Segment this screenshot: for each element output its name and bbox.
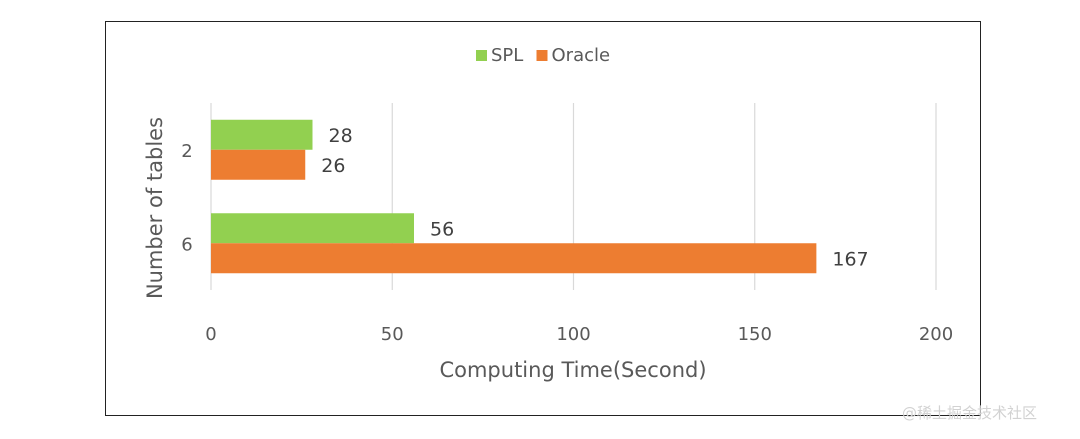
y-tick-label: 6 (181, 234, 192, 255)
legend-label: SPL (491, 45, 523, 66)
x-axis-title: Computing Time(Second) (439, 358, 706, 382)
data-label: 26 (321, 155, 345, 177)
x-tick-label: 0 (205, 324, 216, 345)
x-tick-label: 200 (919, 324, 953, 345)
legend-label: Oracle (552, 45, 611, 66)
legend-item-spl: SPL (476, 45, 523, 66)
bars (211, 119, 817, 274)
x-tick-label: 50 (381, 324, 404, 345)
bar-spl-6 (211, 213, 414, 244)
watermark: @稀土掘金技术社区 (902, 404, 1038, 422)
data-label: 28 (329, 125, 353, 147)
data-labels: 28 26 56 167 (321, 125, 868, 271)
bar-oracle-6 (211, 243, 817, 274)
x-tick-label: 150 (738, 324, 772, 345)
legend: SPL Oracle (476, 45, 610, 66)
legend-swatch (536, 50, 548, 61)
legend-swatch (476, 50, 487, 61)
bar-oracle-2 (211, 149, 306, 180)
bar-spl-2 (211, 119, 313, 150)
legend-item-oracle: Oracle (536, 45, 611, 66)
y-tick-label: 2 (181, 141, 192, 162)
data-label: 167 (832, 248, 868, 270)
y-axis-title: Number of tables (143, 117, 167, 299)
x-tick-label: 100 (556, 324, 590, 345)
data-label: 56 (430, 218, 454, 240)
